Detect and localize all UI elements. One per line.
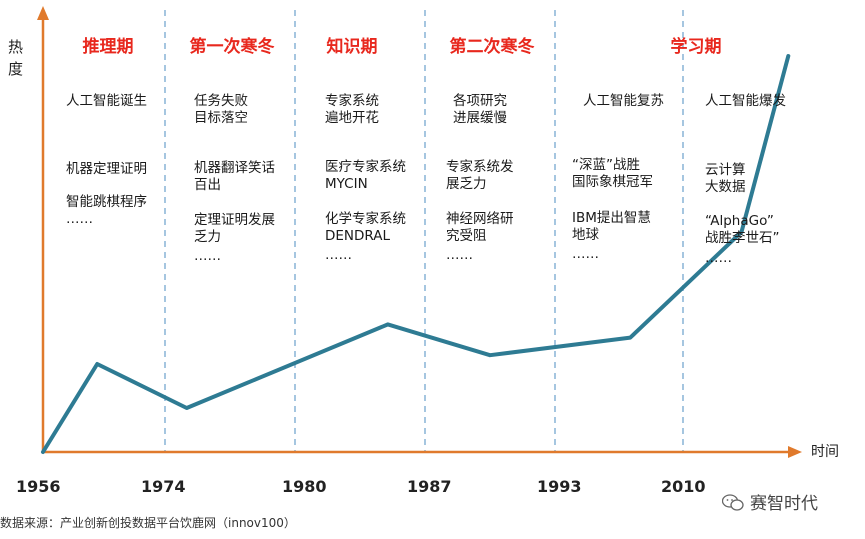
event-mycin: 医疗专家系统 MYCIN [325, 159, 406, 192]
event-ellipsis: …… [325, 247, 352, 263]
x-tick-label: 1956 [16, 477, 61, 496]
era-title-reasoning: 推理期 [82, 37, 134, 57]
event-ai-born: 人工智能诞生 [66, 93, 147, 109]
event-deep-blue: “深蓝”战胜 国际象棋冠军 [572, 157, 653, 190]
x-axis-arrow [788, 446, 802, 458]
x-tick-label: 2010 [661, 477, 706, 496]
series-lines [41, 54, 791, 454]
x-tick-label: 1974 [141, 477, 186, 496]
x-tick-label: 1993 [537, 477, 582, 496]
x-tick-label: 1980 [282, 477, 327, 496]
brand-name: 赛智时代 [750, 494, 818, 514]
event-ibm-smart-earth: IBM提出智慧 地球 [572, 210, 651, 243]
era-title-second-winter: 第二次寒冬 [449, 37, 535, 57]
event-cloud-bigdata: 云计算 大数据 [705, 162, 746, 195]
event-expert-systems: 专家系统 遍地开花 [325, 93, 379, 126]
axes [37, 6, 802, 458]
event-ai-revival: 人工智能复苏 [583, 93, 664, 109]
brand-watermark: 赛智时代 [722, 489, 818, 514]
event-dendral: 化学专家系统 DENDRAL [325, 211, 406, 244]
event-theorem-proving: 机器定理证明 [66, 161, 147, 177]
event-machine-translation: 机器翻译笑话 百出 [194, 160, 275, 193]
event-slow-research: 各项研究 进展缓慢 [453, 93, 507, 126]
event-ellipsis: …… [194, 248, 221, 264]
x-tick-label: 1987 [407, 477, 452, 496]
era-title-knowledge: 知识期 [326, 37, 378, 57]
era-title-learning: 学习期 [670, 37, 722, 57]
y-axis-label: 热度 [8, 38, 24, 78]
event-alphago: “AlphaGo” 战胜李世石” [705, 213, 780, 246]
event-ai-boom: 人工智能爆发 [705, 93, 786, 109]
x-axis-label: 时间 [811, 444, 839, 460]
event-ellipsis: …… [705, 250, 732, 266]
event-theorem-stalled: 定理证明发展 乏力 [194, 212, 275, 245]
event-task-failure: 任务失败 目标落空 [194, 93, 248, 126]
era-title-first-winter: 第一次寒冬 [189, 37, 275, 57]
data-source-note: 数据来源：产业创新创投数据平台饮鹿网（innov100） [0, 516, 296, 530]
event-ellipsis: …… [572, 246, 599, 262]
y-axis-arrow [37, 6, 49, 20]
event-ellipsis: …… [446, 247, 473, 263]
event-expert-stalled: 专家系统发 展乏力 [446, 159, 514, 192]
event-checkers: 智能跳棋程序 …… [66, 194, 147, 227]
wechat-icon [722, 494, 744, 511]
era-dividers [164, 10, 684, 452]
event-nn-blocked: 神经网络研 究受阻 [446, 211, 514, 244]
series-line [41, 54, 791, 454]
